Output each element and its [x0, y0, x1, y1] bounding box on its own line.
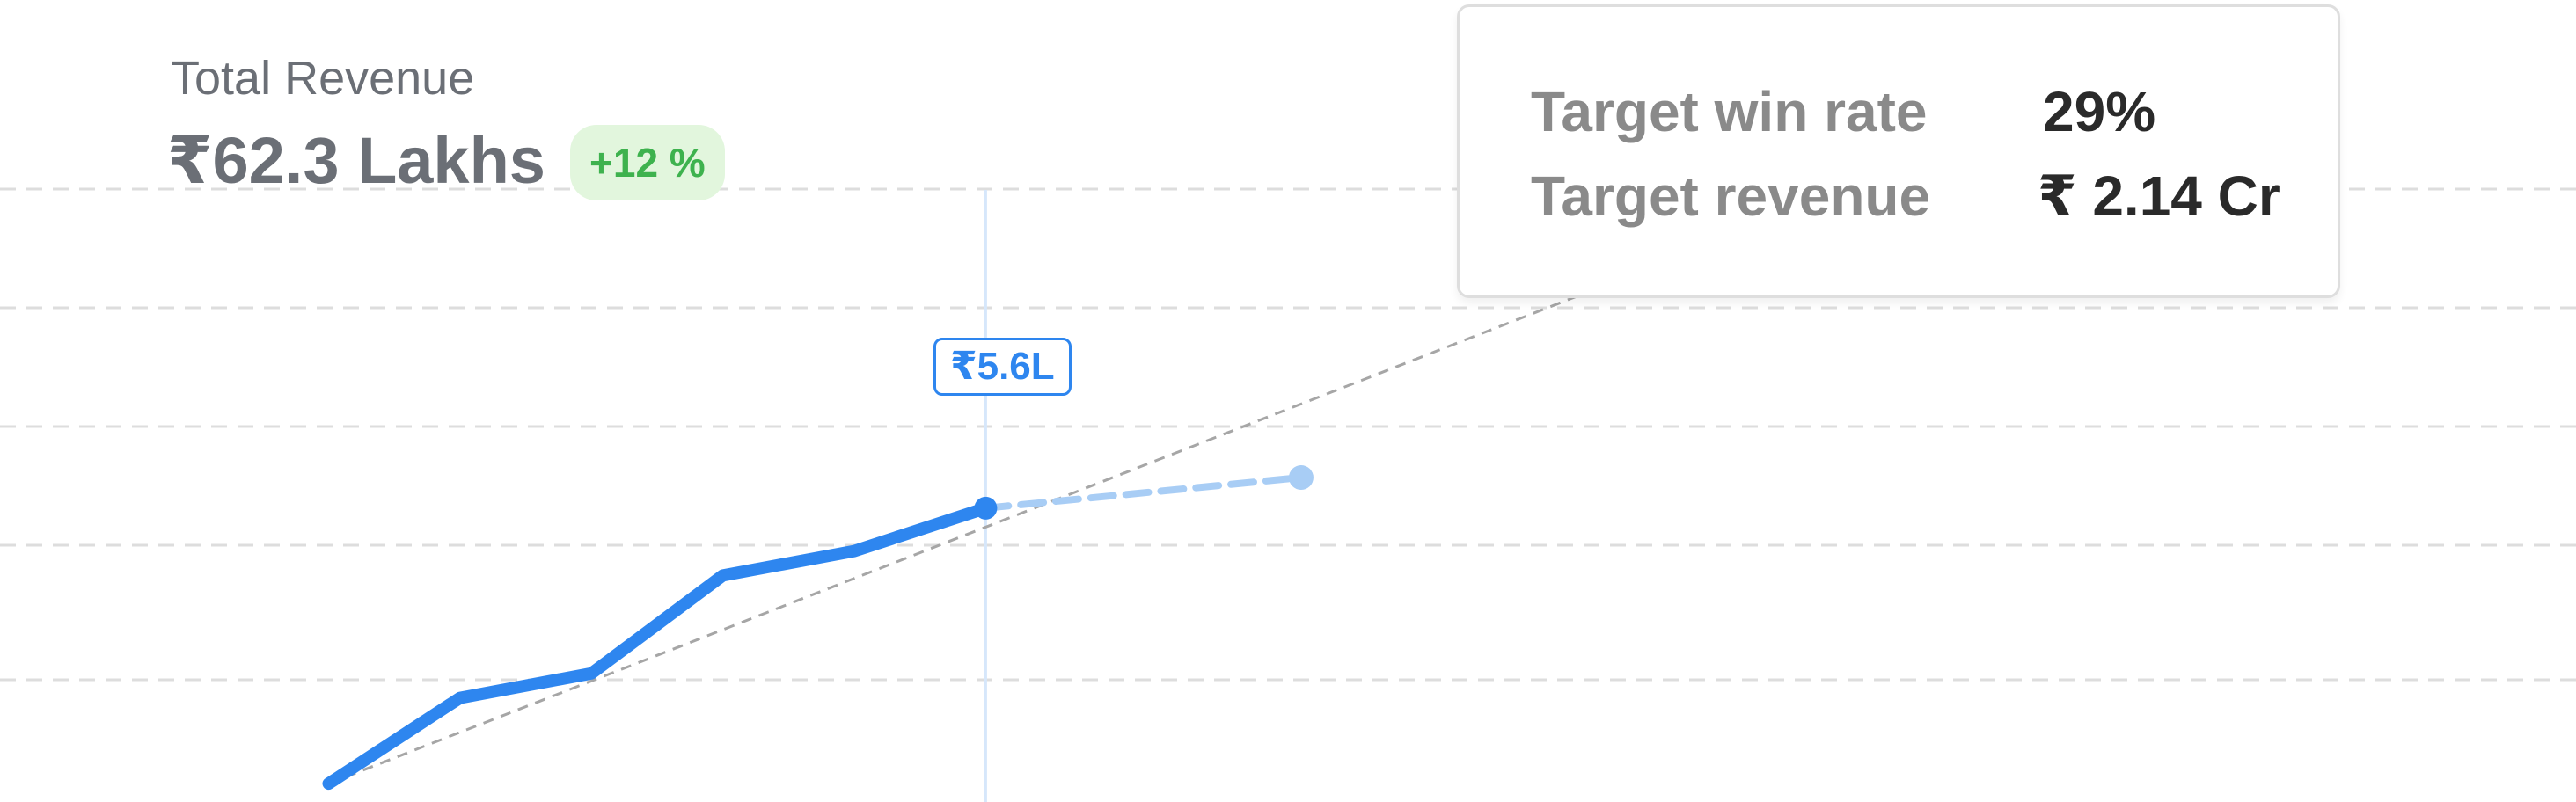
highlight-point[interactable] — [974, 496, 998, 520]
target-revenue-value: ₹ 2.14 Cr — [2038, 164, 2280, 228]
actual-revenue-line — [322, 501, 992, 791]
total-revenue-value: ₹62.3 Lakhs — [167, 124, 545, 197]
highlight-value-tag: ₹5.6L — [933, 338, 1072, 396]
projection-point[interactable] — [1288, 465, 1314, 491]
target-win-rate-label: Target win rate — [1531, 80, 1928, 143]
target-win-rate-value: 29% — [2043, 80, 2156, 143]
target-trend-line — [327, 244, 1709, 785]
total-revenue-label: Total Revenue — [171, 52, 475, 105]
projection-line — [982, 474, 1305, 512]
target-card: Target win rate 29% Target revenue ₹ 2.1… — [1457, 4, 2340, 298]
revenue-change-badge: +12 % — [570, 125, 725, 200]
target-revenue-label: Target revenue — [1531, 164, 1931, 228]
